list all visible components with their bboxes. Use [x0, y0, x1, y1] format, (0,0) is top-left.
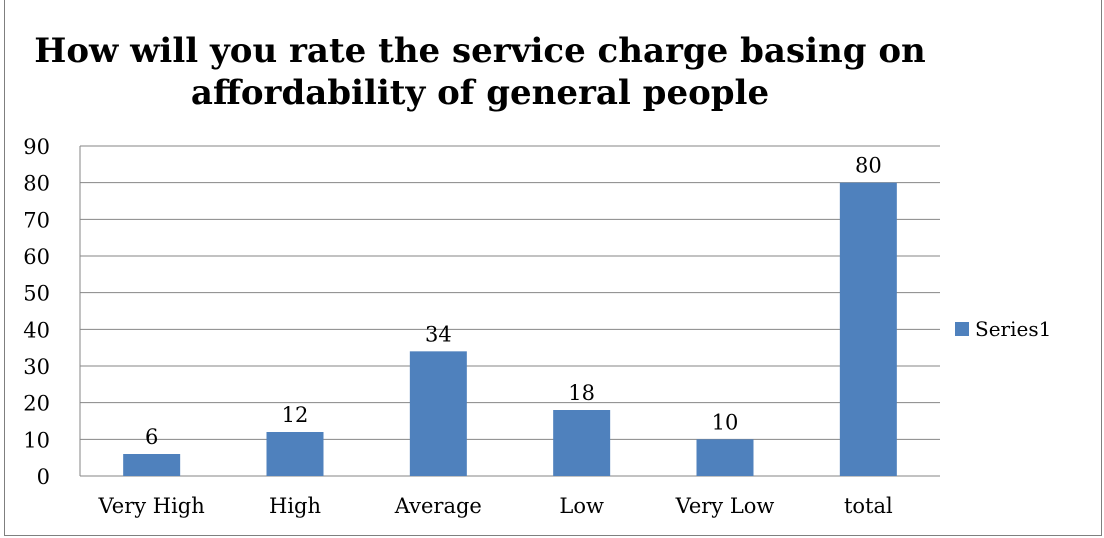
y-tick-label-70: 70	[23, 208, 50, 232]
legend: Series1	[955, 317, 1051, 341]
y-tick-label-90: 90	[23, 135, 50, 159]
y-tick-label-40: 40	[23, 318, 50, 342]
chart-frame	[4, 0, 1102, 536]
data-label-total: 80	[855, 154, 882, 178]
bar-high	[266, 432, 324, 476]
bar-total	[839, 182, 897, 476]
x-tick-label-average: Average	[394, 494, 482, 518]
labels: 0 10 20 30 40 50 60 70 80 90 6 Very High 12 High 34 Ave…	[23, 135, 893, 518]
y-tick-label-50: 50	[23, 282, 50, 306]
x-tick-label-low: Low	[559, 494, 604, 518]
legend-label-series1: Series1	[975, 317, 1051, 341]
x-tick-label-very-high: Very High	[98, 494, 205, 518]
chart-title-line-2: affordability of general people	[190, 73, 770, 113]
bar-very-high	[123, 454, 181, 476]
bars	[123, 182, 897, 476]
y-tick-label-30: 30	[23, 355, 50, 379]
y-tick-label-0: 0	[37, 465, 50, 489]
y-tick-label-20: 20	[23, 392, 50, 416]
data-label-very-low: 10	[712, 410, 739, 434]
chart-title-line-1: How will you rate the service charge bas…	[34, 31, 926, 71]
data-label-very-high: 6	[145, 425, 158, 449]
axes	[79, 146, 940, 477]
bar-average	[409, 351, 467, 476]
y-tick-label-80: 80	[23, 172, 50, 196]
chart-title: How will you rate the service charge bas…	[0, 30, 960, 114]
x-tick-label-very-low: Very Low	[675, 494, 775, 518]
y-tick-label-60: 60	[23, 245, 50, 269]
y-tick-label-10: 10	[23, 428, 50, 452]
data-label-high: 12	[282, 403, 309, 427]
data-label-average: 34	[425, 322, 452, 346]
gridlines	[80, 145, 940, 440]
legend-swatch-series1	[955, 322, 969, 336]
data-label-low: 18	[568, 381, 595, 405]
x-tick-label-high: High	[269, 494, 321, 518]
bar-very-low	[696, 439, 754, 476]
bar-low	[553, 410, 611, 476]
x-tick-label-total: total	[844, 494, 893, 518]
